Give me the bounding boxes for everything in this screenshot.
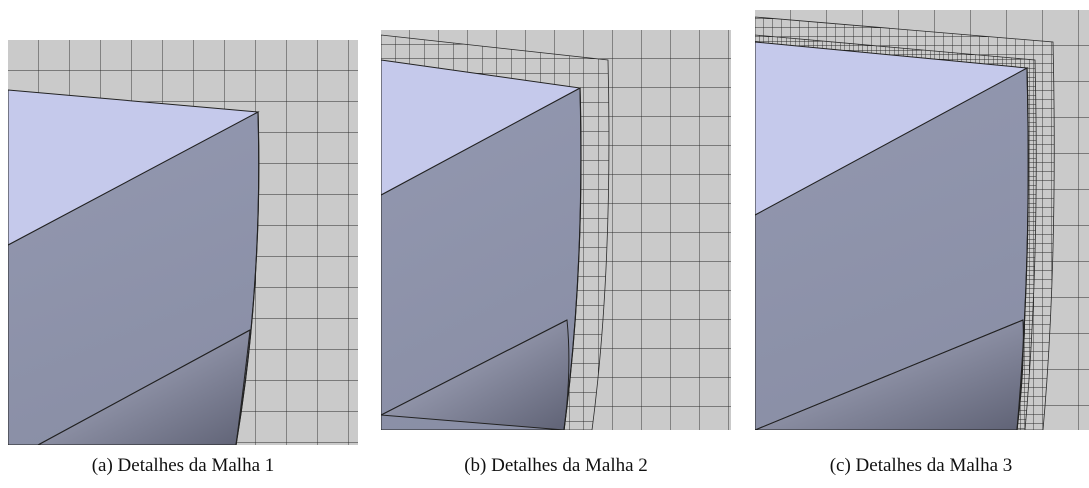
mesh-panel	[381, 30, 731, 430]
caption: (c) Detalhes da Malha 3	[746, 455, 1089, 477]
caption: (b) Detalhes da Malha 2	[381, 455, 731, 477]
caption: (a) Detalhes da Malha 1	[8, 455, 358, 477]
mesh-panel	[8, 40, 358, 445]
mesh-figure	[0, 0, 1089, 455]
mesh-panel	[755, 10, 1089, 430]
figure: (a) Detalhes da Malha 1 (b) Detalhes da …	[0, 0, 1089, 488]
